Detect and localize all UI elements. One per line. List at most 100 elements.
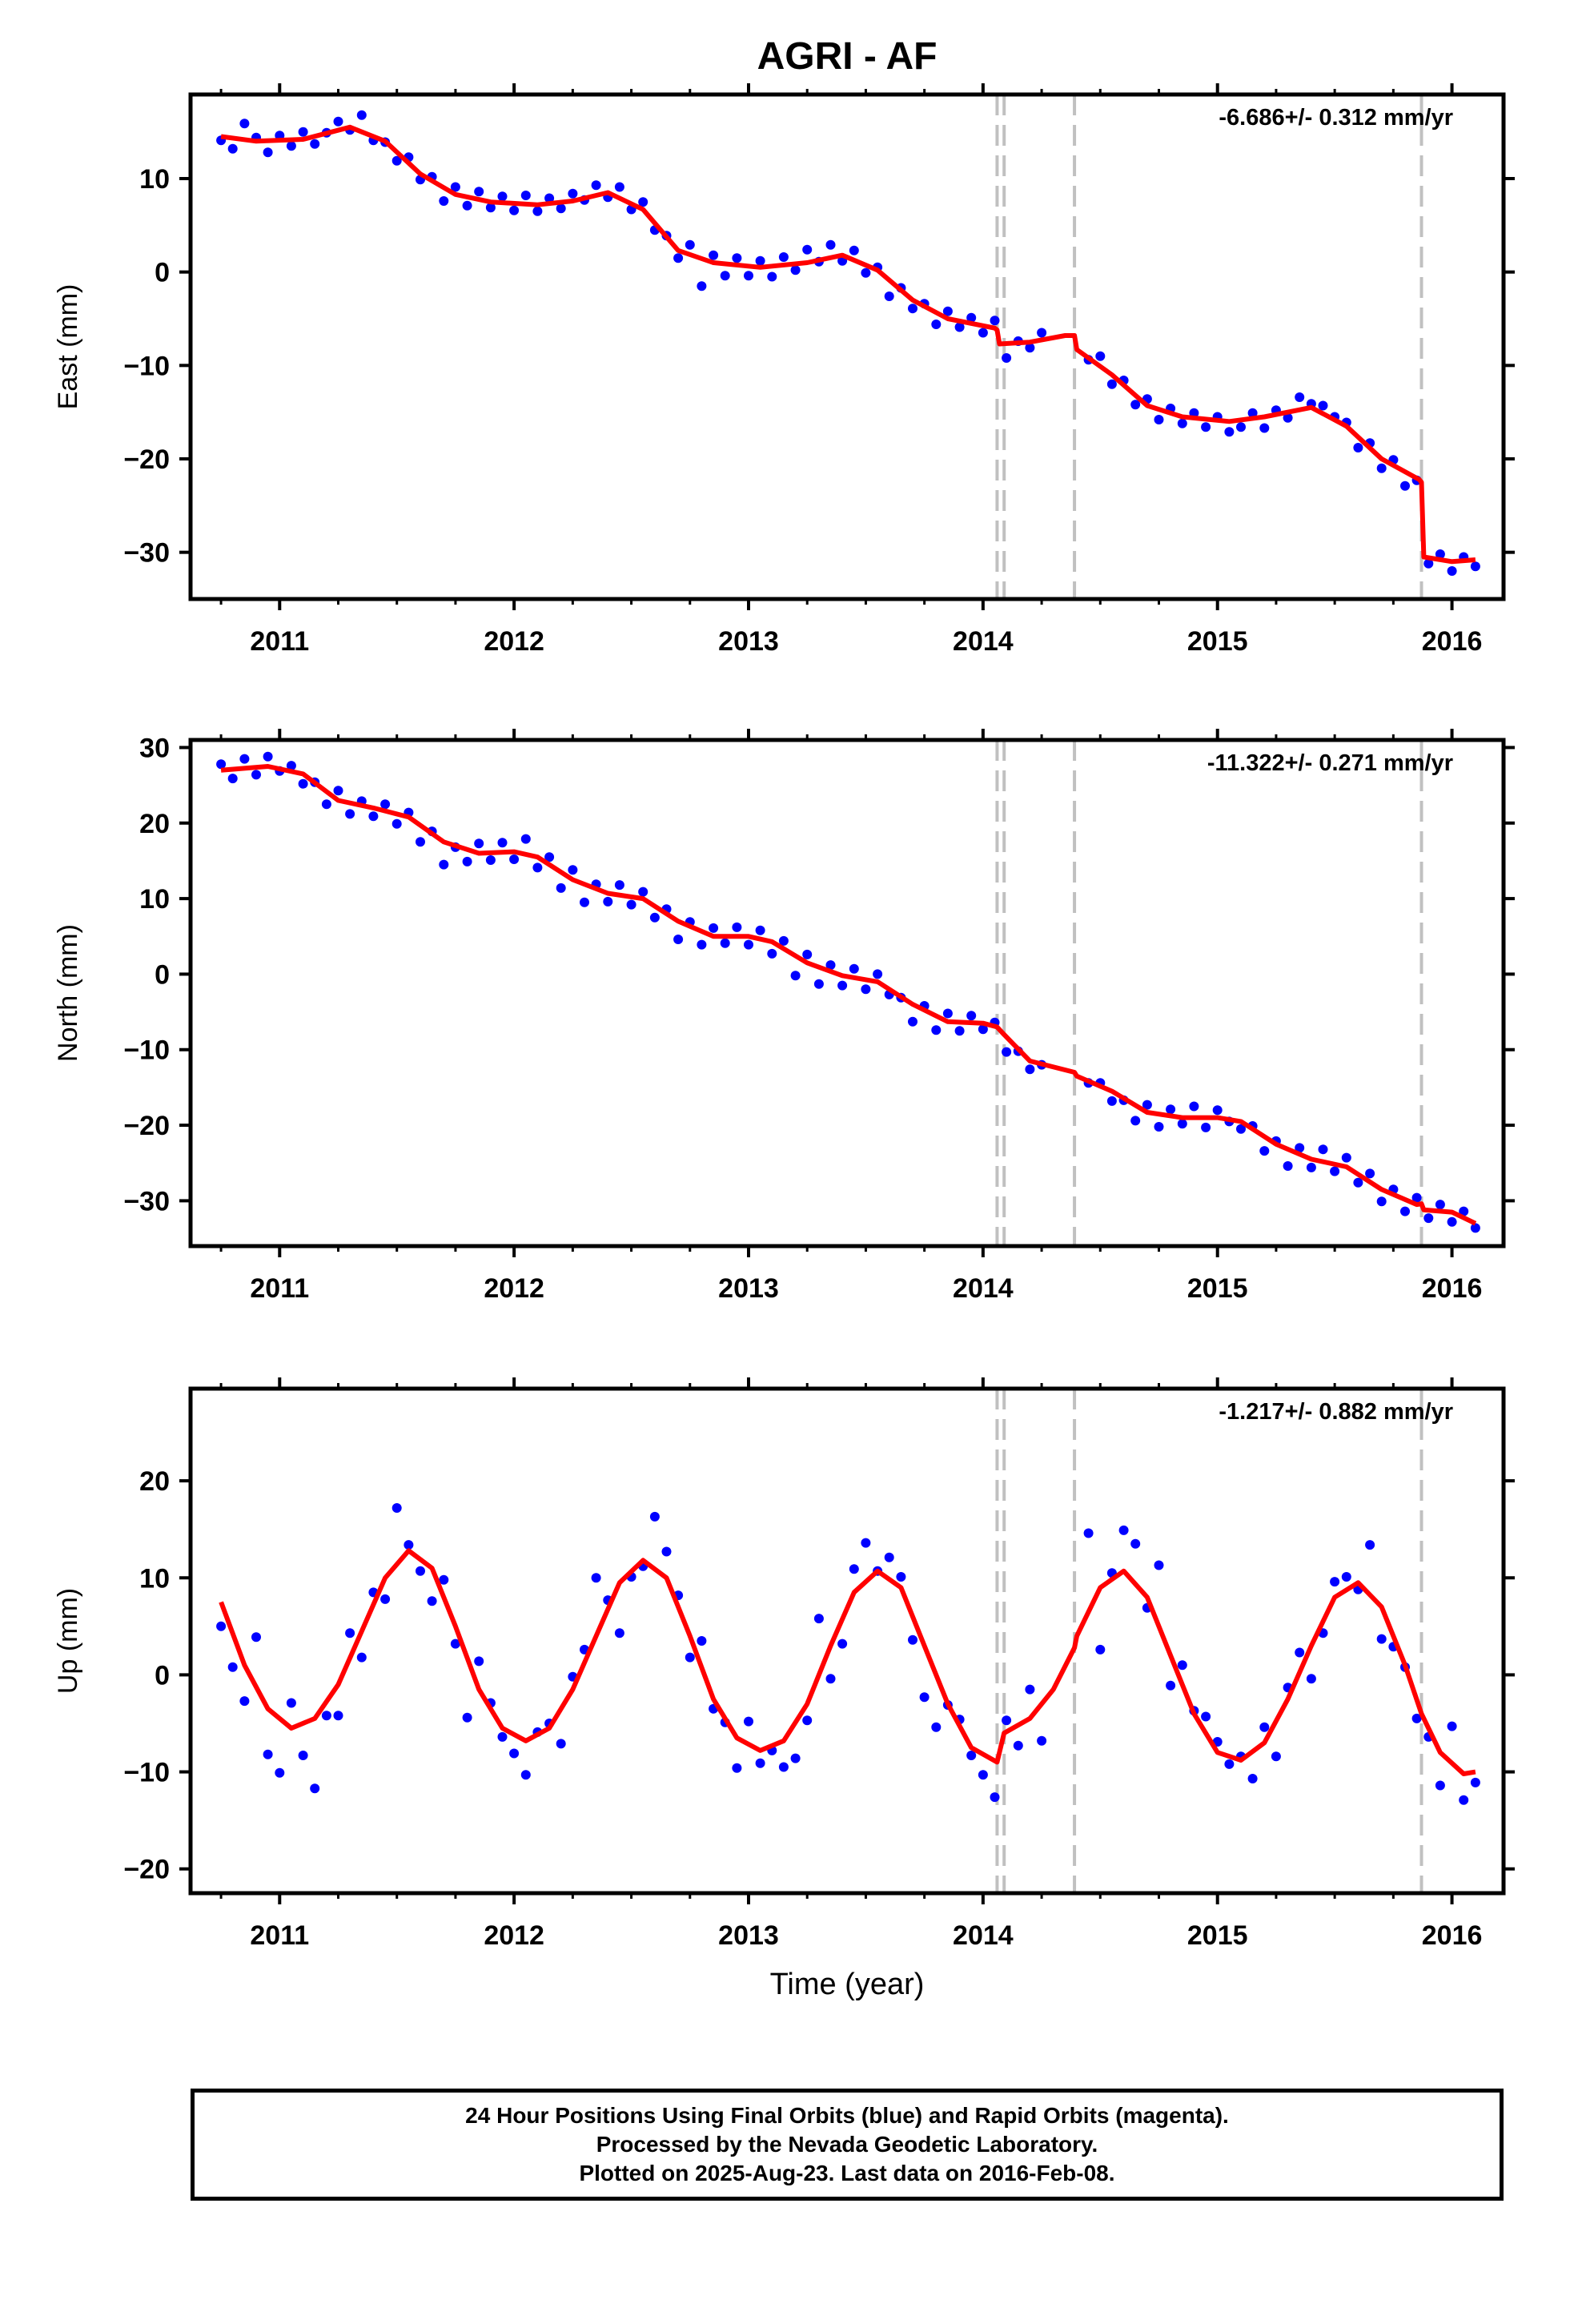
up-y-tick-label: −10 [123,1758,170,1788]
caption-line-3: Plotted on 2025-Aug-23. Last data on 201… [579,2161,1115,2185]
up-data-point [614,1628,624,1638]
up-data-point [813,1614,824,1624]
east-data-point [638,197,648,207]
up-data-point [896,1572,906,1582]
up-data-point [404,1540,414,1550]
up-data-point [1177,1660,1187,1671]
up-data-point [239,1696,250,1707]
east-x-tick-label: 2014 [953,626,1014,657]
east-x-tick-label: 2012 [484,626,544,657]
east-data-point [1177,418,1187,428]
east-data-point [544,193,555,203]
east-x-tick-label: 2015 [1187,626,1248,657]
east-data-point [1376,463,1387,473]
up-data-point [1341,1572,1351,1582]
up-data-point [1295,1647,1305,1658]
east-data-point [767,271,777,282]
up-data-point [697,1636,707,1646]
up-y-axis-label: Up (mm) [53,1588,83,1694]
east-data-point [509,205,520,215]
up-data-point [1083,1528,1094,1538]
north-plot-frame [188,738,1506,1248]
north-data-point [778,935,789,946]
caption-line-2: Processed by the Nevada Geodetic Laborat… [596,2132,1098,2157]
east-x-tick-label: 2013 [718,626,779,657]
north-data-point [1447,1216,1457,1227]
east-data-point [1447,566,1457,576]
up-data-point [931,1722,942,1732]
east-x-tick-label: 2011 [250,626,309,657]
east-data-point [1400,480,1410,491]
north-y-tick-label: 30 [139,733,170,763]
up-panel: 2011 2012 2013 2014 2015 2016 20 10 0 −10 −20 -1.2… [53,1377,1515,1951]
north-data-point [532,862,543,873]
north-data-point [227,774,238,784]
east-data-point [954,322,965,332]
up-data-point [1154,1560,1164,1570]
north-data-point [1166,1104,1176,1115]
east-data-point [556,203,566,214]
up-data-point [427,1596,437,1606]
up-data-point [333,1711,343,1721]
east-data-point [239,119,250,129]
up-data-point [227,1662,238,1672]
up-x-tick-label: 2014 [953,1920,1014,1951]
north-data-point [1423,1213,1434,1224]
up-y-tick-label: 20 [139,1466,170,1497]
east-data-point [1130,400,1141,410]
north-data-point [286,761,296,771]
up-data-point [310,1783,320,1794]
up-data-point [990,1792,1000,1803]
north-data-point [580,897,589,907]
up-data-point [1459,1795,1469,1805]
up-data-point [321,1711,331,1721]
east-data-point [485,203,496,213]
north-data-point [1201,1122,1211,1132]
up-data-point [474,1656,484,1667]
north-data-point [1411,1192,1422,1203]
east-y-tick-label: 0 [155,258,170,288]
up-data-point [1166,1680,1176,1691]
north-data-point [321,799,331,810]
north-data-point [1306,1162,1316,1172]
north-data-point [1435,1200,1445,1210]
north-data-point [966,1011,977,1021]
up-data-point [380,1594,391,1604]
east-data-point [802,244,813,255]
north-y-tick-label: −10 [123,1035,170,1066]
east-data-point [532,206,543,216]
north-data-point [1330,1166,1340,1176]
north-data-point [849,963,859,974]
up-data-point [286,1698,296,1708]
north-data-point [1365,1168,1375,1179]
east-y-axis-label: East (mm) [53,284,83,410]
up-data-point [732,1763,742,1773]
up-data-point [275,1767,285,1778]
north-data-point [251,770,261,780]
east-data-point [709,250,719,260]
east-rate-label: -6.686+/- 0.312 mm/yr [1219,105,1453,131]
north-data-point [744,939,753,950]
up-data-point [861,1538,871,1548]
north-data-point [1002,1047,1012,1057]
east-data-point [978,328,988,338]
up-data-point [391,1503,402,1513]
up-y-tick-label: −20 [123,1855,170,1885]
up-data-point [216,1621,227,1631]
north-x-tick-label: 2015 [1187,1273,1248,1304]
north-data-point [568,865,578,875]
north-rate-label: -11.322+/- 0.271 mm/yr [1207,750,1453,776]
north-data-point [485,855,496,865]
north-data-point [497,838,508,848]
east-data-point [1295,392,1305,402]
north-data-point [1106,1096,1117,1106]
up-data-point [556,1739,566,1749]
east-data-point [732,253,742,263]
up-data-point [978,1770,988,1780]
north-y-tick-label: −20 [123,1111,170,1141]
east-data-point [310,139,320,149]
east-data-point [931,320,942,329]
north-data-point [954,1026,965,1036]
north-data-point [368,811,379,822]
up-data-point [1025,1684,1035,1695]
